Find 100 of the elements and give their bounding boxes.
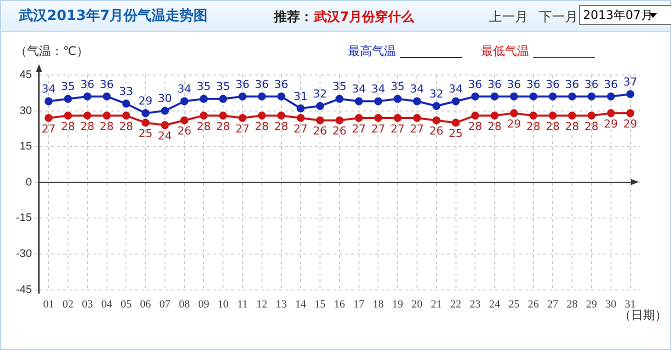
x-tick-label: 13 bbox=[276, 298, 288, 310]
point bbox=[413, 114, 422, 122]
data-label: 36 bbox=[468, 78, 482, 91]
data-label: 25 bbox=[448, 127, 463, 140]
data-label: 34 bbox=[371, 82, 386, 96]
point bbox=[64, 94, 72, 103]
point bbox=[316, 116, 324, 124]
point bbox=[588, 112, 596, 120]
data-label: 28 bbox=[565, 120, 580, 133]
data-label: 36 bbox=[254, 78, 269, 91]
data-label: 29 bbox=[604, 118, 618, 131]
data-label: 36 bbox=[100, 78, 114, 91]
data-label: 32 bbox=[313, 87, 328, 100]
x-tick-label: 16 bbox=[334, 298, 346, 310]
point bbox=[238, 92, 246, 100]
point bbox=[64, 112, 72, 120]
x-tick-label: 26 bbox=[528, 298, 540, 310]
data-label: 28 bbox=[216, 120, 230, 133]
data-label: 29 bbox=[138, 94, 153, 108]
point bbox=[606, 109, 615, 118]
data-label: 36 bbox=[526, 78, 540, 91]
x-tick-label: 20 bbox=[412, 298, 424, 310]
data-label: 32 bbox=[429, 87, 444, 100]
x-tick-label: 18 bbox=[372, 298, 384, 310]
data-label: 26 bbox=[313, 124, 328, 138]
x-tick-label: 30 bbox=[605, 298, 617, 310]
x-tick-label: 15 bbox=[314, 298, 326, 310]
point bbox=[219, 112, 228, 120]
data-label: 33 bbox=[119, 85, 134, 98]
data-label: 36 bbox=[565, 78, 580, 91]
data-label: 36 bbox=[274, 78, 288, 91]
x-tick-label: 11 bbox=[237, 298, 248, 310]
x-tick-label: 05 bbox=[120, 298, 132, 310]
point bbox=[335, 94, 344, 103]
data-label: 28 bbox=[196, 120, 211, 133]
point bbox=[142, 118, 150, 127]
x-tick-label: 06 bbox=[140, 298, 152, 310]
data-label: 24 bbox=[158, 129, 172, 142]
data-label: 31 bbox=[294, 90, 308, 103]
point bbox=[471, 92, 480, 100]
x-tick-label: 19 bbox=[392, 298, 404, 310]
point bbox=[102, 112, 111, 120]
data-label: 27 bbox=[371, 122, 386, 136]
text: 武汉7月份穿什么 bbox=[314, 8, 414, 26]
point bbox=[471, 112, 480, 120]
point bbox=[413, 97, 422, 106]
x-tick-label: 02 bbox=[62, 298, 74, 310]
point bbox=[277, 92, 286, 100]
point bbox=[160, 121, 169, 130]
y-axis-title: （气温：℃） bbox=[15, 43, 88, 60]
x-tick-label: 08 bbox=[178, 298, 190, 310]
data-label: 30 bbox=[158, 92, 172, 106]
point bbox=[277, 112, 286, 120]
x-tick-label: 03 bbox=[82, 298, 94, 310]
point bbox=[200, 112, 208, 120]
data-label: 36 bbox=[546, 78, 560, 91]
data-label: 26 bbox=[429, 124, 444, 138]
point bbox=[432, 116, 440, 124]
data-label: 26 bbox=[177, 124, 192, 138]
y-tick-label: -30 bbox=[16, 248, 32, 260]
x-tick-label: 07 bbox=[159, 298, 171, 310]
point bbox=[258, 112, 266, 120]
point bbox=[122, 100, 130, 108]
data-label: 28 bbox=[254, 120, 269, 133]
point bbox=[83, 112, 92, 120]
data-label: 28 bbox=[274, 120, 288, 133]
point bbox=[452, 97, 460, 106]
x-tick-label: 14 bbox=[295, 298, 307, 310]
point bbox=[510, 92, 518, 100]
data-label: 35 bbox=[196, 80, 211, 94]
x-tick-label: 27 bbox=[547, 298, 559, 310]
point bbox=[568, 92, 576, 100]
data-label: 35 bbox=[60, 80, 75, 94]
point bbox=[354, 114, 363, 122]
x-tick-label: 04 bbox=[101, 298, 113, 310]
x-tick-label: 31 bbox=[624, 298, 636, 310]
text: 最高气温 bbox=[348, 43, 397, 60]
data-label: 28 bbox=[526, 120, 540, 133]
point bbox=[296, 104, 305, 112]
data-label: 28 bbox=[468, 120, 482, 133]
point bbox=[160, 106, 169, 115]
data-label: 28 bbox=[119, 120, 134, 133]
x-tick-label: 10 bbox=[218, 298, 230, 310]
point bbox=[490, 112, 499, 120]
point bbox=[529, 112, 538, 120]
data-label: 28 bbox=[546, 120, 560, 133]
point bbox=[452, 118, 460, 127]
x-tick-label: 25 bbox=[508, 298, 520, 310]
x-tick-label: 29 bbox=[586, 298, 598, 310]
data-label: 28 bbox=[60, 120, 75, 133]
x-tick-label: 17 bbox=[353, 298, 365, 310]
data-label: 27 bbox=[42, 122, 56, 136]
data-label: 34 bbox=[448, 82, 463, 96]
point bbox=[258, 92, 266, 100]
x-tick-label: 01 bbox=[43, 298, 54, 310]
point bbox=[354, 97, 363, 106]
point bbox=[296, 114, 305, 122]
data-label: 35 bbox=[216, 80, 230, 94]
point bbox=[626, 109, 634, 118]
data-label: 25 bbox=[138, 127, 153, 140]
